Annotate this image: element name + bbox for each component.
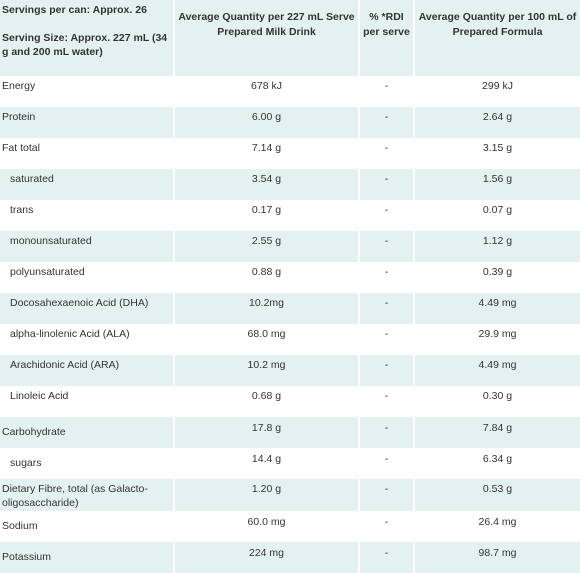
per-100ml-value: 2.64 g (414, 107, 580, 138)
rdi-value: - (359, 386, 415, 417)
nutrient-name: Linoleic Acid (0, 386, 175, 417)
rdi-value: - (359, 324, 415, 355)
header-row: Servings per can: Approx. 26 Serving Siz… (0, 0, 580, 76)
nutrient-name: alpha-linolenic Acid (ALA) (0, 324, 175, 355)
per-100ml-value: 3.15 g (482, 142, 513, 154)
rdi-value: - (359, 262, 415, 293)
nutrient-name: Fat total (0, 138, 175, 169)
rdi-value: - (359, 231, 415, 262)
servings-header: Servings per can: Approx. 26 Serving Siz… (0, 0, 175, 76)
per-serve-value: 60.0 mg (174, 511, 360, 542)
per-100ml-value: 29.9 mg (478, 328, 517, 340)
table-row: monounsaturated 2.55 g - 1.12 g (0, 231, 580, 262)
per-serve-value: 68.0 mg (174, 324, 360, 355)
per-serve-header: Average Quantity per 227 mL Serve Prepar… (174, 0, 360, 76)
per-serve-value: 224 mg (174, 542, 360, 573)
servings-per-can: Servings per can: Approx. 26 (2, 4, 147, 16)
rdi-value: - (359, 76, 415, 107)
nutrient-name: saturated (0, 169, 175, 200)
rdi-value: - (359, 138, 415, 169)
per-serve-value: 1.20 g (174, 479, 360, 511)
per-serve-value: 17.8 g (174, 417, 360, 448)
rdi-value: - (359, 542, 415, 573)
rdi-value: - (359, 448, 415, 479)
per-serve-value: 0.88 g (174, 262, 360, 293)
rdi-value: - (359, 293, 415, 324)
per-serve-value: 2.55 g (174, 231, 360, 262)
rdi-value: - (359, 200, 415, 231)
table-row: Dietary Fibre, total (as Galacto-oligosa… (0, 479, 580, 511)
table-row: sugars 14.4 g - 6.34 g (0, 448, 580, 479)
per-serve-value: 10.2mg (174, 293, 360, 324)
per-serve-value: 7.14 g (174, 138, 360, 169)
rdi-header: % *RDI per serve (359, 0, 415, 76)
nutrient-name: polyunsaturated (0, 262, 175, 293)
table-row: Carbohydrate 17.8 g - 7.84 g (0, 417, 580, 448)
nutrient-name: Dietary Fibre, total (as Galacto-oligosa… (0, 479, 175, 511)
nutrient-name: Energy (0, 76, 175, 107)
per-serve-value: 6.00 g (174, 107, 360, 138)
per-100ml-value: 4.49 mg (414, 293, 580, 324)
rdi-value: - (359, 355, 415, 386)
table-row: Linoleic Acid 0.68 g - 0.30 g (0, 386, 580, 417)
per-serve-value: 3.54 g (174, 169, 360, 200)
per-100ml-header: Average Quantity per 100 mL of Prepared … (414, 0, 580, 76)
table-row: trans 0.17 g - 0.07 g (0, 200, 580, 231)
nutrient-name: sugars (0, 448, 175, 479)
table-row: polyunsaturated 0.88 g - 0.39 g (0, 262, 580, 293)
per-100ml-value: 0.53 g (414, 479, 580, 511)
per-100ml-value: 1.56 g (414, 169, 580, 200)
per-100ml-value: 6.34 g (482, 453, 513, 465)
rdi-value: - (359, 511, 415, 542)
per-100ml-value: 4.49 mg (414, 355, 580, 386)
nutrient-name: trans (0, 200, 175, 231)
per-serve-value: 0.68 g (174, 386, 360, 417)
nutrient-name: Protein (0, 107, 175, 138)
table-row: Potassium 224 mg - 98.7 mg (0, 542, 580, 573)
per-100ml-value: 1.12 g (414, 231, 580, 262)
table-row: Fat total 7.14 g - 3.15 g (0, 138, 580, 169)
table-row: Docosahexaenoic Acid (DHA) 10.2mg - 4.49… (0, 293, 580, 324)
nutrient-name: Arachidonic Acid (ARA) (0, 355, 175, 386)
nutrient-name: Potassium (0, 542, 175, 573)
per-100ml-value: 0.07 g (482, 204, 513, 216)
table-row: Protein 6.00 g - 2.64 g (0, 107, 580, 138)
serving-size: Serving Size: Approx. 227 mL (34 g and 2… (2, 32, 168, 58)
per-serve-value: 14.4 g (174, 448, 360, 479)
nutrient-name: Sodium (0, 511, 175, 542)
per-100ml-value: 26.4 mg (478, 516, 517, 528)
per-100ml-value: 0.39 g (482, 266, 513, 278)
table-row: saturated 3.54 g - 1.56 g (0, 169, 580, 200)
rdi-value: - (359, 107, 415, 138)
table-row: alpha-linolenic Acid (ALA) 68.0 mg - 29.… (0, 324, 580, 355)
rdi-value: - (359, 169, 415, 200)
nutrient-name: Docosahexaenoic Acid (DHA) (0, 293, 175, 324)
per-serve-value: 0.17 g (174, 200, 360, 231)
rdi-value: - (359, 417, 415, 448)
table-row: Sodium 60.0 mg - 26.4 mg (0, 511, 580, 542)
per-100ml-value: 0.30 g (482, 390, 513, 402)
per-serve-value: 10.2 mg (174, 355, 360, 386)
per-100ml-value: 7.84 g (414, 417, 580, 448)
per-100ml-value: 98.7 mg (414, 542, 580, 573)
table-row: Energy 678 kJ - 299 kJ (0, 76, 580, 107)
table-row: Arachidonic Acid (ARA) 10.2 mg - 4.49 mg (0, 355, 580, 386)
per-100ml-value: 299 kJ (482, 80, 513, 92)
per-serve-value: 678 kJ (174, 76, 360, 107)
nutrient-name: Carbohydrate (0, 417, 175, 448)
rdi-value: - (359, 479, 415, 511)
nutrient-name: monounsaturated (0, 231, 175, 262)
